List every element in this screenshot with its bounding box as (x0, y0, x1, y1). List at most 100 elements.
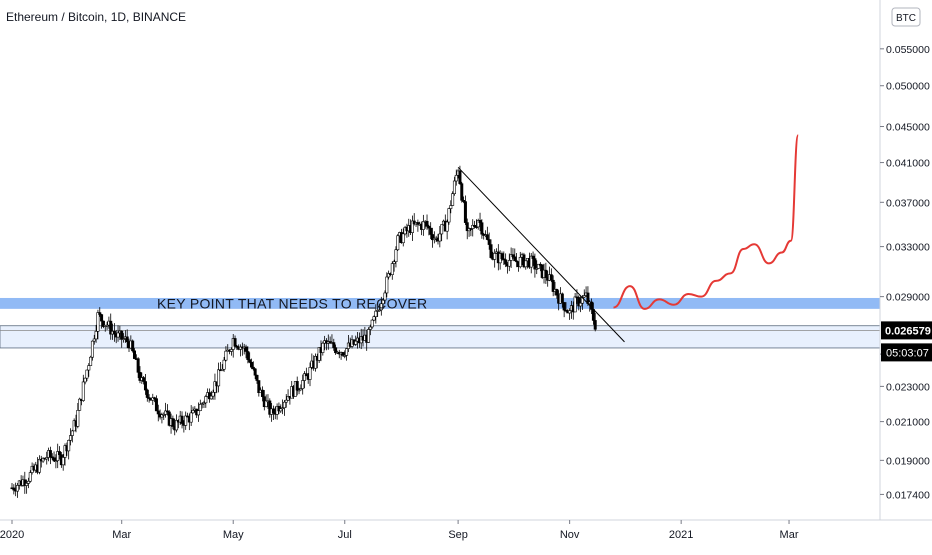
candle-body (480, 222, 484, 235)
candle (385, 272, 389, 298)
candle-body (502, 258, 506, 261)
candle (235, 344, 239, 351)
candle-body (109, 320, 113, 335)
candle (156, 404, 160, 422)
candle-body (25, 483, 29, 486)
candle-body (367, 329, 371, 343)
candle (313, 353, 317, 372)
y-tick-label: 0.037000 (886, 197, 930, 209)
candle-body (518, 257, 522, 268)
candle (485, 226, 489, 241)
candle-body (394, 249, 398, 262)
candle (502, 251, 506, 265)
candle (480, 219, 484, 239)
candle-body (41, 457, 45, 462)
candle-body (132, 350, 136, 359)
candle-body (69, 435, 73, 441)
candle (50, 453, 54, 460)
candle (511, 248, 515, 259)
candle (162, 412, 166, 420)
candle (334, 344, 338, 355)
candle (460, 181, 464, 203)
candle-body (504, 259, 508, 265)
candle (551, 275, 555, 297)
currency-badge-label: BTC (896, 13, 916, 24)
candle (138, 366, 142, 384)
candle-body (451, 193, 455, 206)
candle (476, 218, 480, 230)
candle (189, 405, 193, 427)
candle (69, 428, 73, 446)
candle-body (416, 222, 420, 225)
candle-body (156, 410, 160, 415)
candle-body (449, 205, 453, 209)
candle (438, 225, 442, 248)
candle-body (533, 258, 537, 270)
candle (264, 394, 268, 408)
candle-body (297, 389, 301, 392)
candle-body (180, 415, 184, 424)
candle (175, 414, 179, 433)
candle (299, 384, 303, 391)
candle-body (220, 368, 224, 371)
candle (341, 351, 345, 357)
y-tick-label: 0.033000 (886, 242, 930, 254)
x-tick-label: 2020 (0, 529, 24, 541)
y-tick-label: 0.050000 (886, 81, 930, 93)
candle (165, 404, 169, 416)
x-tick-label: Sep (448, 529, 468, 541)
candle-body (184, 415, 188, 426)
candle (207, 388, 211, 403)
candle (90, 340, 94, 361)
candle-body (12, 487, 16, 491)
candle-body (473, 224, 477, 227)
candle-body (246, 351, 250, 360)
candle-body (87, 365, 91, 371)
candle (145, 388, 149, 402)
candle-body (471, 224, 475, 229)
candle-body (334, 347, 338, 354)
candle (463, 195, 467, 225)
candle-body (235, 345, 239, 348)
candle (52, 451, 56, 463)
candle-body (90, 340, 94, 358)
candle (284, 394, 288, 408)
candle (524, 260, 528, 270)
candle (83, 377, 87, 385)
candle (533, 253, 537, 278)
candle (54, 454, 58, 469)
candle (513, 248, 517, 262)
candle-body (260, 389, 264, 397)
candle (184, 411, 188, 430)
candle-body (387, 273, 391, 278)
candle (160, 412, 164, 424)
y-tick-label: 0.029000 (886, 292, 930, 304)
candle-body (253, 368, 257, 376)
candle (507, 253, 511, 272)
candle (304, 367, 308, 377)
candle-body (145, 389, 149, 398)
candle-body (284, 399, 288, 403)
candle (125, 329, 129, 349)
currency-badge: BTC (891, 7, 921, 27)
candle-body (78, 398, 82, 411)
y-tick-label: 0.055000 (886, 44, 930, 56)
candle (248, 352, 252, 364)
candle-body (438, 233, 442, 242)
candle-body (500, 253, 504, 260)
x-tick-label: Mar (112, 529, 131, 541)
candle (462, 196, 466, 204)
candle-body (560, 293, 564, 303)
candle-body (198, 403, 202, 411)
candle-body (122, 338, 126, 340)
candle-body (207, 392, 211, 400)
candle-body (301, 380, 305, 389)
current-price-bg (881, 321, 932, 340)
candle (89, 355, 93, 366)
candle (37, 455, 41, 475)
candle-body (116, 332, 120, 338)
candle (76, 402, 80, 429)
candle (143, 373, 147, 395)
